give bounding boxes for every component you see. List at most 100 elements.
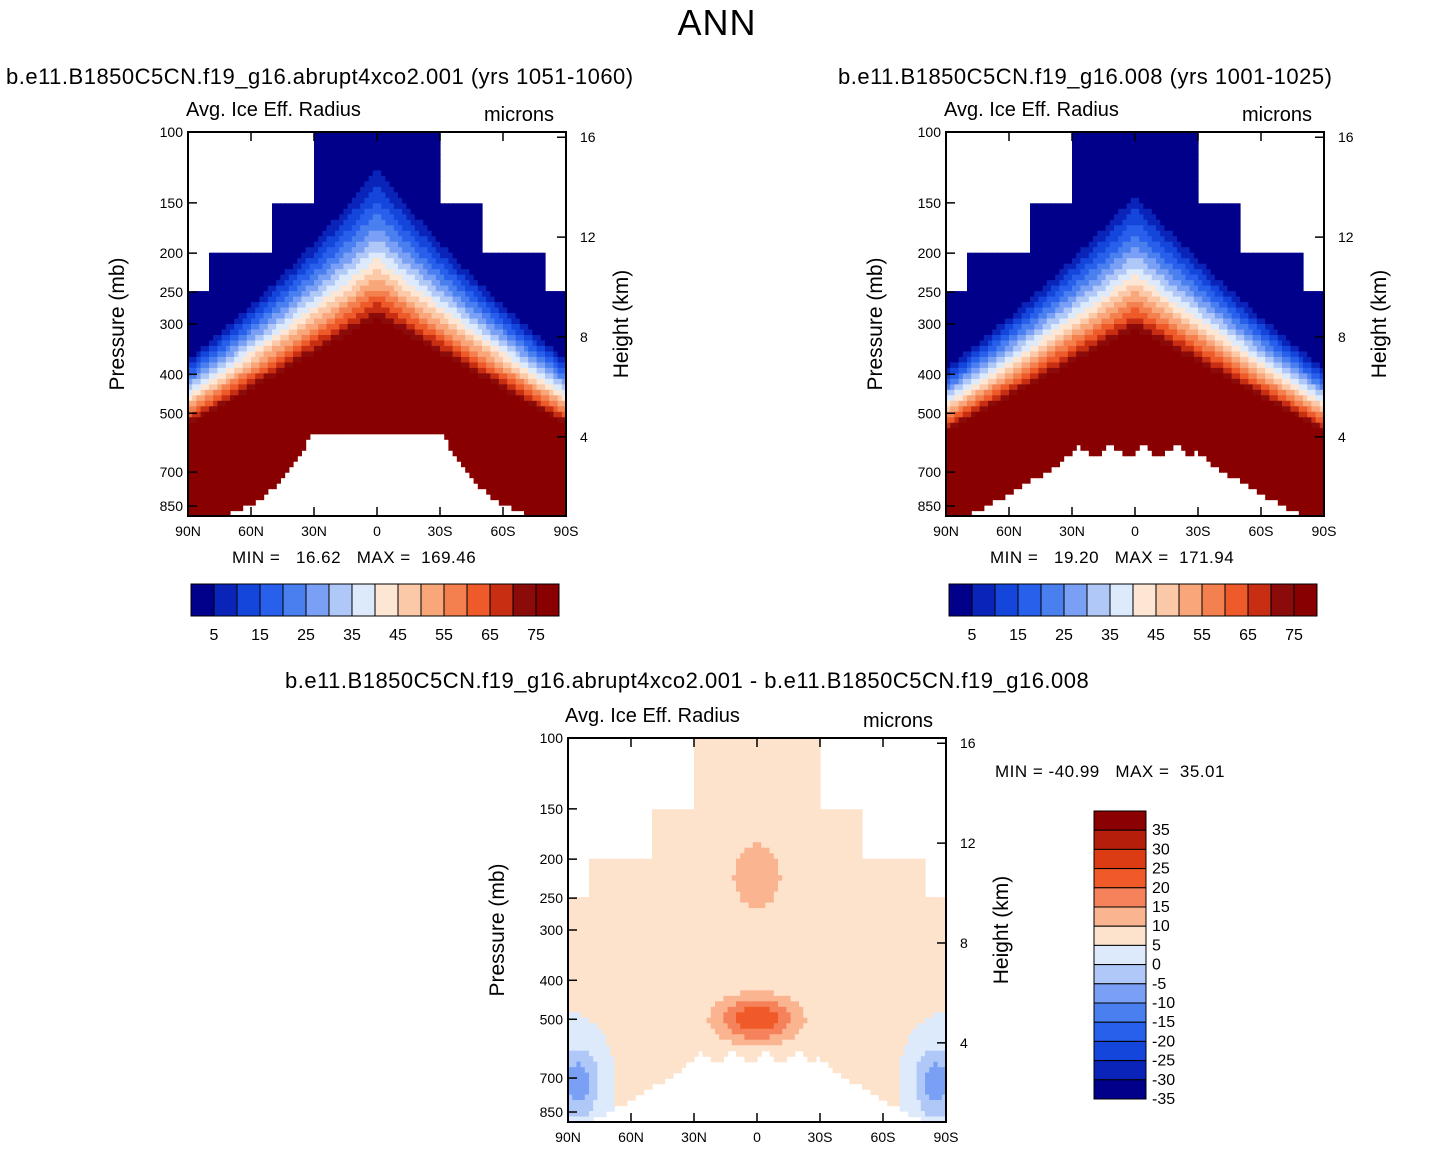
- field-cell: [532, 477, 538, 484]
- field-cell: [524, 280, 529, 287]
- field-cell: [272, 389, 277, 396]
- field-cell: [486, 296, 491, 303]
- field-cell: [540, 378, 546, 385]
- field-cell: [242, 263, 248, 270]
- field-cell: [967, 334, 972, 342]
- field-cell: [473, 406, 479, 413]
- field-cell: [549, 428, 554, 435]
- field-cell: [267, 313, 273, 320]
- field-cell: [971, 373, 976, 380]
- field-cell: [188, 356, 193, 363]
- field-cell: [402, 291, 407, 298]
- field-cell: [967, 422, 972, 429]
- field-cell: [532, 494, 538, 501]
- field-cell: [339, 417, 344, 424]
- field-cell: [511, 356, 517, 363]
- field-cell: [477, 219, 483, 226]
- field-cell: [318, 132, 323, 139]
- field-cell: [213, 477, 218, 484]
- field-cell: [946, 291, 951, 298]
- field-cell: [356, 241, 361, 248]
- field-cell: [448, 356, 454, 363]
- field-cell: [553, 307, 559, 314]
- field-cell: [288, 428, 294, 435]
- field-cell: [360, 159, 365, 166]
- field-cell: [414, 197, 420, 204]
- field-cell: [284, 334, 290, 342]
- field-cell: [188, 461, 193, 468]
- field-cell: [335, 175, 340, 182]
- field-cell: [364, 422, 370, 429]
- field-cell: [519, 499, 525, 506]
- field-cell: [330, 291, 336, 298]
- field-cell: [532, 367, 538, 374]
- field-cell: [204, 461, 210, 468]
- field-cell: [192, 417, 197, 424]
- field-cell: [486, 395, 491, 402]
- field-cell: [494, 422, 500, 429]
- field-cell: [971, 329, 976, 336]
- field-cell: [230, 450, 235, 457]
- field-cell: [482, 274, 487, 281]
- field-cell: [351, 318, 357, 325]
- field-cell: [528, 406, 533, 413]
- field-cell: [238, 373, 244, 380]
- field-cell: [347, 203, 353, 210]
- field-cell: [221, 505, 227, 512]
- field-cell: [255, 340, 260, 347]
- field-cell: [511, 422, 517, 429]
- field-cell: [461, 203, 466, 210]
- field-cell: [540, 280, 546, 287]
- field-cell: [360, 351, 365, 358]
- field-cell: [234, 351, 239, 358]
- field-cell: [225, 444, 231, 451]
- field-cell: [221, 318, 227, 325]
- field-cell: [343, 296, 349, 303]
- field-cell: [419, 219, 424, 226]
- field-cell: [406, 291, 412, 298]
- field-cell: [536, 280, 542, 287]
- field-cell: [536, 510, 542, 517]
- field-cell: [385, 384, 391, 391]
- field-cell: [435, 324, 441, 331]
- field-cell: [448, 334, 454, 342]
- field-cell: [448, 258, 454, 265]
- field-cell: [498, 345, 504, 353]
- field-cell: [482, 477, 487, 484]
- field-cell: [284, 241, 290, 248]
- field-cell: [954, 340, 960, 347]
- field-cell: [515, 444, 521, 451]
- field-cell: [477, 274, 483, 281]
- field-cell: [280, 406, 286, 413]
- field-cell: [335, 334, 340, 342]
- field-cell: [351, 236, 357, 243]
- field-cell: [351, 329, 357, 336]
- field-cell: [440, 406, 445, 413]
- field-cell: [435, 219, 441, 226]
- field-cell: [402, 186, 407, 193]
- field-cell: [204, 488, 210, 495]
- field-cell: [314, 137, 319, 144]
- field-cell: [314, 373, 319, 380]
- field-cell: [406, 296, 412, 303]
- field-cell: [423, 362, 428, 369]
- field-cell: [440, 340, 445, 347]
- field-cell: [284, 280, 290, 287]
- field-cell: [276, 263, 281, 270]
- field-cell: [988, 472, 993, 479]
- field-cell: [305, 269, 311, 276]
- field-cell: [444, 406, 449, 413]
- field-cell: [511, 367, 517, 374]
- field-cell: [452, 214, 458, 221]
- field-cell: [335, 263, 340, 270]
- field-cell: [221, 302, 227, 309]
- field-cell: [490, 494, 496, 501]
- field-cell: [979, 466, 985, 473]
- field-cell: [950, 499, 955, 506]
- field-cell: [393, 132, 399, 139]
- field-cell: [360, 291, 365, 298]
- field-cell: [267, 258, 273, 265]
- field-cell: [954, 373, 960, 380]
- field-cell: [402, 175, 407, 182]
- field-cell: [979, 428, 985, 435]
